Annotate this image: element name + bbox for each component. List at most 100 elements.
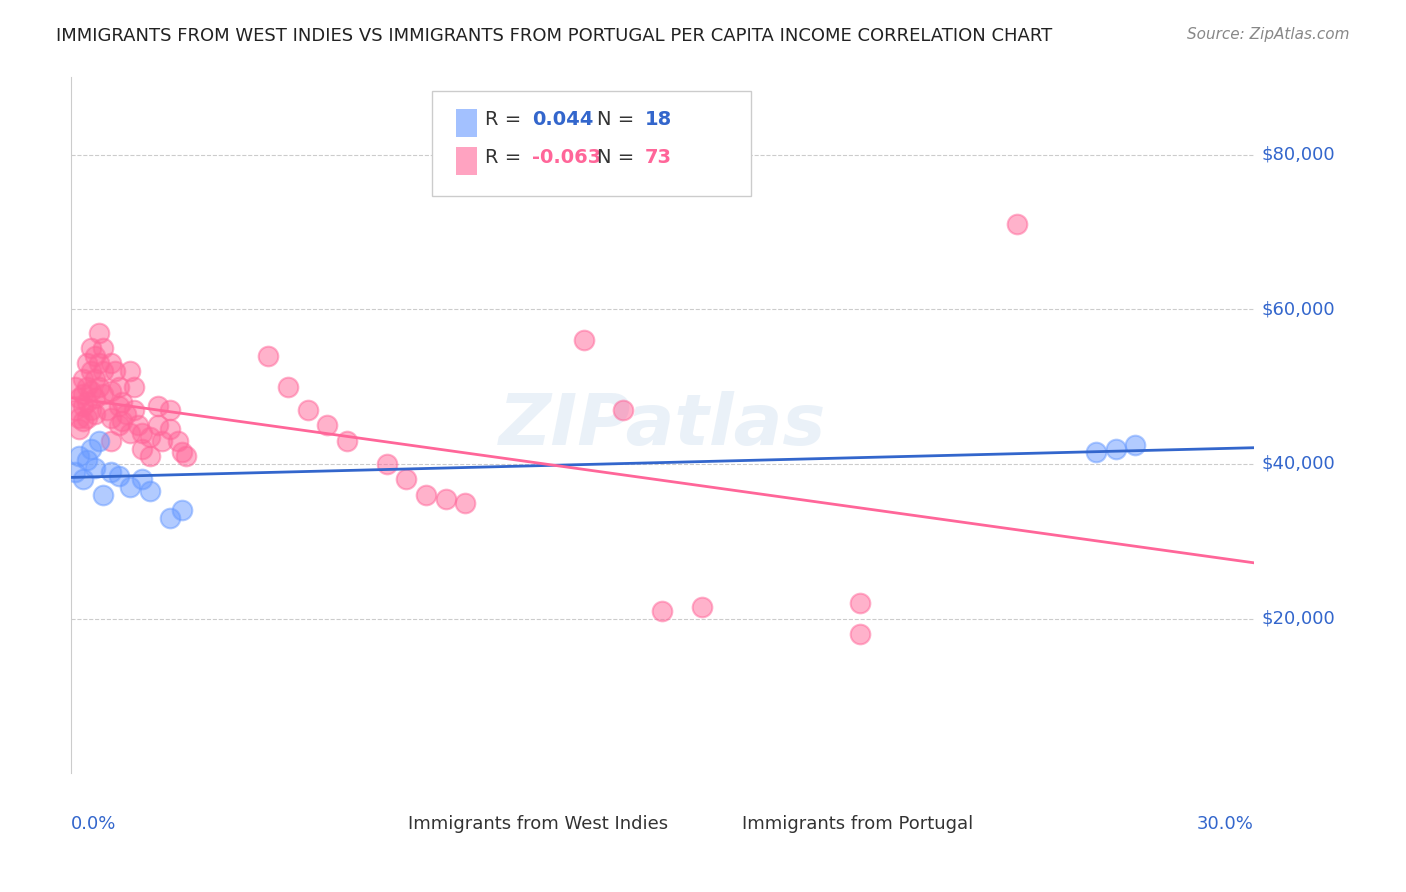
- Point: [115, 407, 138, 421]
- FancyBboxPatch shape: [456, 147, 477, 175]
- Point: [107, 379, 129, 393]
- Point: [72, 387, 94, 401]
- Point: [139, 483, 162, 498]
- Point: [100, 410, 122, 425]
- Point: [72, 414, 94, 428]
- Point: [63, 402, 86, 417]
- Point: [63, 379, 86, 393]
- Point: [612, 402, 634, 417]
- Point: [83, 391, 105, 405]
- Point: [91, 387, 114, 401]
- Point: [1125, 437, 1147, 451]
- Point: [107, 399, 129, 413]
- Text: R =: R =: [485, 148, 527, 167]
- Point: [67, 391, 90, 405]
- Point: [159, 402, 181, 417]
- Point: [104, 364, 127, 378]
- Point: [87, 356, 110, 370]
- Point: [120, 364, 142, 378]
- Point: [434, 491, 457, 506]
- Point: [87, 326, 110, 340]
- Text: N =: N =: [598, 110, 641, 128]
- Text: $40,000: $40,000: [1261, 455, 1336, 473]
- Point: [159, 511, 181, 525]
- Point: [100, 384, 122, 398]
- Point: [146, 418, 169, 433]
- Point: [690, 599, 713, 614]
- Point: [572, 333, 595, 347]
- Point: [83, 407, 105, 421]
- Point: [80, 364, 103, 378]
- Point: [72, 399, 94, 413]
- Point: [139, 430, 162, 444]
- Point: [87, 434, 110, 448]
- Point: [107, 468, 129, 483]
- Text: R =: R =: [485, 110, 527, 128]
- Point: [159, 422, 181, 436]
- Point: [170, 445, 193, 459]
- Point: [67, 410, 90, 425]
- Point: [83, 372, 105, 386]
- Point: [100, 434, 122, 448]
- FancyBboxPatch shape: [423, 815, 450, 830]
- Point: [91, 488, 114, 502]
- Point: [127, 418, 149, 433]
- Point: [1007, 217, 1029, 231]
- Point: [277, 379, 299, 393]
- Point: [100, 356, 122, 370]
- Point: [91, 364, 114, 378]
- Point: [415, 488, 437, 502]
- Point: [124, 402, 146, 417]
- Text: Immigrants from Portugal: Immigrants from Portugal: [742, 815, 973, 833]
- Point: [80, 402, 103, 417]
- Point: [848, 596, 870, 610]
- Text: 18: 18: [645, 110, 672, 128]
- Text: 0.0%: 0.0%: [72, 815, 117, 833]
- Point: [87, 379, 110, 393]
- Point: [80, 384, 103, 398]
- FancyBboxPatch shape: [740, 815, 765, 830]
- Point: [174, 449, 197, 463]
- Point: [76, 379, 98, 393]
- Point: [80, 442, 103, 456]
- Point: [316, 418, 339, 433]
- Point: [72, 372, 94, 386]
- Point: [83, 460, 105, 475]
- Point: [131, 472, 153, 486]
- Point: [76, 453, 98, 467]
- Point: [63, 465, 86, 479]
- Point: [336, 434, 359, 448]
- Text: N =: N =: [598, 148, 641, 167]
- Text: $20,000: $20,000: [1261, 609, 1336, 628]
- Point: [651, 604, 673, 618]
- Point: [120, 425, 142, 440]
- Point: [76, 395, 98, 409]
- Text: $80,000: $80,000: [1261, 145, 1336, 164]
- Point: [120, 480, 142, 494]
- Text: $60,000: $60,000: [1261, 301, 1336, 318]
- Point: [848, 627, 870, 641]
- Point: [91, 341, 114, 355]
- Point: [257, 349, 280, 363]
- Point: [124, 379, 146, 393]
- Point: [72, 472, 94, 486]
- Point: [375, 457, 398, 471]
- Point: [1105, 442, 1128, 456]
- Point: [166, 434, 188, 448]
- Point: [454, 495, 477, 509]
- FancyBboxPatch shape: [456, 109, 477, 136]
- FancyBboxPatch shape: [432, 91, 751, 195]
- Text: ZIPatlas: ZIPatlas: [499, 391, 827, 459]
- Point: [395, 472, 418, 486]
- Point: [83, 349, 105, 363]
- Point: [80, 341, 103, 355]
- Point: [150, 434, 173, 448]
- Point: [131, 442, 153, 456]
- Text: 30.0%: 30.0%: [1197, 815, 1254, 833]
- Text: Immigrants from West Indies: Immigrants from West Indies: [408, 815, 668, 833]
- Text: IMMIGRANTS FROM WEST INDIES VS IMMIGRANTS FROM PORTUGAL PER CAPITA INCOME CORREL: IMMIGRANTS FROM WEST INDIES VS IMMIGRANT…: [56, 27, 1053, 45]
- Point: [111, 395, 134, 409]
- Point: [100, 465, 122, 479]
- Point: [146, 399, 169, 413]
- Text: -0.063: -0.063: [533, 148, 602, 167]
